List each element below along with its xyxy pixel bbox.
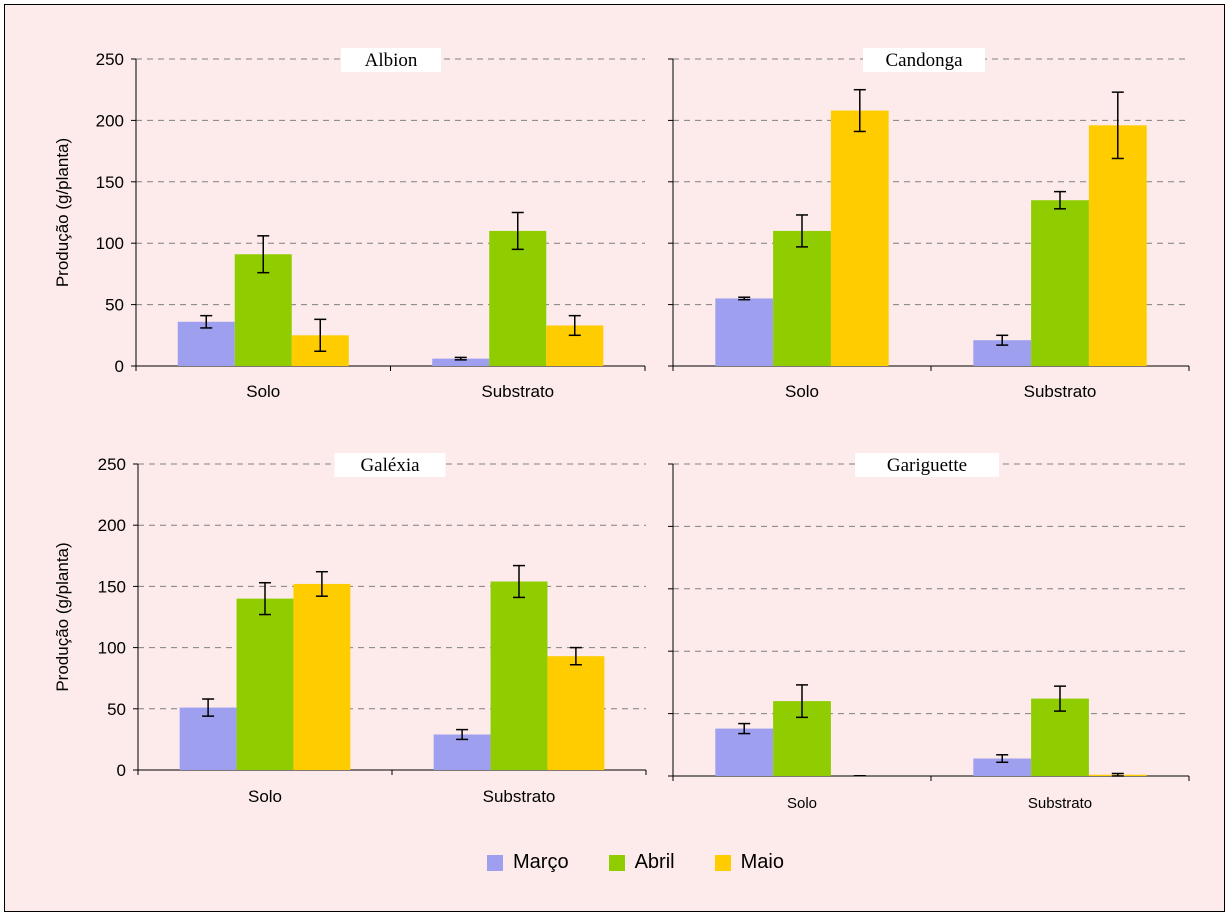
galexia-bar-abril-substrato	[490, 581, 548, 770]
albion-y-axis-label: Produção (g/planta)	[53, 138, 72, 287]
albion-y-tick-label: 100	[96, 234, 124, 253]
legend-label-maio: Maio	[740, 851, 784, 873]
candonga-bar-abril-substrato	[1031, 200, 1089, 366]
galexia-y-axis-label: Produção (g/planta)	[53, 542, 72, 691]
galexia-y-tick-label: 50	[107, 700, 126, 719]
galexia-y-tick-label: 0	[117, 761, 126, 780]
candonga-title: Candonga	[885, 50, 963, 71]
legend: Março Abril Maio	[487, 851, 824, 874]
albion-category-label: Solo	[246, 382, 280, 401]
albion-bar-abril-substrato	[489, 230, 547, 366]
candonga-category-label: Substrato	[1024, 382, 1097, 401]
galexia-y-tick-label: 250	[98, 455, 126, 474]
candonga-bar-maio-solo	[830, 110, 889, 367]
gariguette-category-label: Solo	[787, 795, 817, 812]
albion-y-tick-label: 200	[96, 111, 124, 130]
legend-label-marco: Março	[513, 851, 569, 873]
albion-bar-marco-substrato	[432, 358, 490, 366]
galexia-title-bg	[334, 453, 446, 477]
galexia-y-tick-label: 150	[98, 577, 126, 596]
albion-category-label: Substrato	[481, 382, 554, 401]
galexia-bar-maio-substrato	[547, 656, 605, 770]
galexia-category-label: Solo	[248, 787, 282, 806]
candonga-bar-maio-substrato	[1088, 125, 1147, 366]
legend-swatch-marco	[487, 854, 503, 871]
albion-title: Albion	[365, 50, 418, 71]
legend-swatch-abril	[608, 854, 625, 871]
candonga-bar-marco-solo	[715, 298, 774, 366]
legend-item-abril: Abril	[608, 851, 675, 874]
gariguette-bar-marco-solo	[715, 728, 774, 776]
galexia-y-tick-label: 100	[98, 639, 126, 658]
albion-y-tick-label: 150	[96, 173, 124, 192]
charts-svg: 0 50 100 150 200 250 Solo Substrato Albion Produç…	[53, 48, 1190, 812]
galexia-bar-abril-solo	[236, 598, 294, 770]
galexia-bar-marco-solo	[179, 707, 237, 770]
gariguette-category-label: Substrato	[1028, 795, 1092, 812]
figure-frame: 0 50 100 150 200 250 Solo Substrato Albion Produç…	[4, 4, 1225, 912]
candonga-category-label: Solo	[785, 382, 819, 401]
gariguette-title-bg	[855, 453, 999, 477]
galexia-bar-marco-substrato	[433, 734, 491, 770]
albion-y-tick-label: 0	[115, 357, 124, 376]
albion-title-bg	[341, 48, 441, 72]
gariguette-bar-marco-substrato	[973, 758, 1032, 776]
galexia-y-tick-label: 200	[98, 516, 126, 535]
legend-swatch-maio	[714, 854, 731, 871]
galexia-category-label: Substrato	[483, 787, 556, 806]
albion-y-tick-label: 250	[96, 50, 124, 69]
galexia-title: Galéxia	[360, 455, 420, 476]
candonga-title-bg	[863, 48, 985, 72]
gariguette-title: Gariguette	[887, 455, 967, 476]
albion-bar-marco-solo	[177, 321, 235, 366]
albion-y-tick-label: 50	[105, 296, 124, 315]
galexia-bar-maio-solo	[293, 583, 351, 770]
legend-label-abril: Abril	[634, 851, 675, 873]
legend-item-maio: Maio	[714, 851, 784, 874]
legend-item-marco: Março	[487, 851, 569, 874]
candonga-bar-abril-solo	[773, 230, 831, 366]
